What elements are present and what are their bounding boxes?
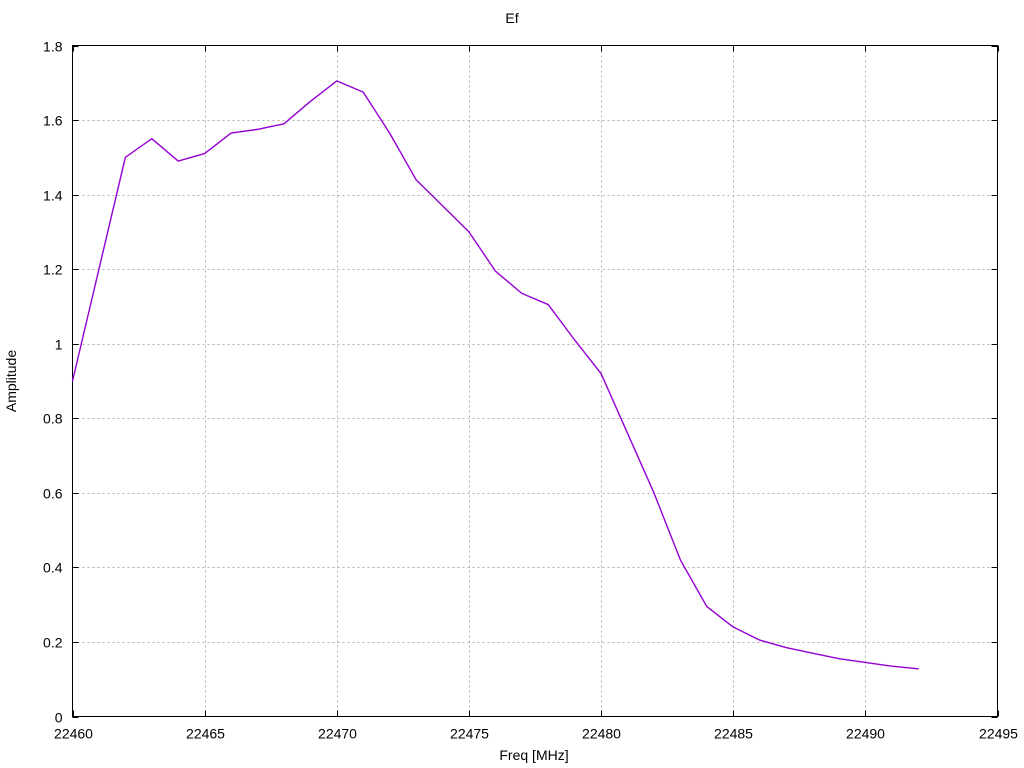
- x-axis-title: Freq [MHz]: [499, 747, 568, 763]
- plot-frame: [72, 45, 998, 717]
- x-tick-label: 22480: [582, 726, 621, 742]
- gridlines: [72, 45, 998, 717]
- y-tick-label: 1.6: [43, 113, 63, 129]
- data-series-group: [71, 80, 919, 670]
- y-tick-labels: 0 0.2 0.4 0.6 0.8 1 1.2 1.4 1.6 1.8: [43, 39, 63, 726]
- x-tick-label: 22475: [450, 726, 489, 742]
- x-tick-label: 22460: [54, 726, 93, 742]
- chart-title: Ef: [505, 10, 519, 26]
- y-tick-label: 1.8: [43, 39, 63, 55]
- y-tick-label: 0.2: [43, 635, 63, 651]
- x-tick-labels: 22460 22465 22470 22475 22480 22485 22490 22495: [54, 726, 1018, 742]
- data-series-line: [71, 80, 919, 670]
- y-tick-label: 1.2: [43, 262, 63, 278]
- y-axis-title: Amplitude: [3, 350, 19, 412]
- x-tick-label: 22465: [186, 726, 225, 742]
- x-tick-label: 22495: [979, 726, 1018, 742]
- x-tick-label: 22490: [846, 726, 885, 742]
- y-tick-label: 0.4: [43, 560, 63, 576]
- tickmarks: [72, 45, 999, 718]
- x-tick-label: 22485: [714, 726, 753, 742]
- y-tick-label: 1: [55, 337, 63, 353]
- y-tick-label: 1.4: [43, 188, 63, 204]
- y-tick-label: 0.6: [43, 486, 63, 502]
- y-tick-label: 0.8: [43, 411, 63, 427]
- y-tick-label: 0: [55, 710, 63, 726]
- x-tick-label: 22470: [318, 726, 357, 742]
